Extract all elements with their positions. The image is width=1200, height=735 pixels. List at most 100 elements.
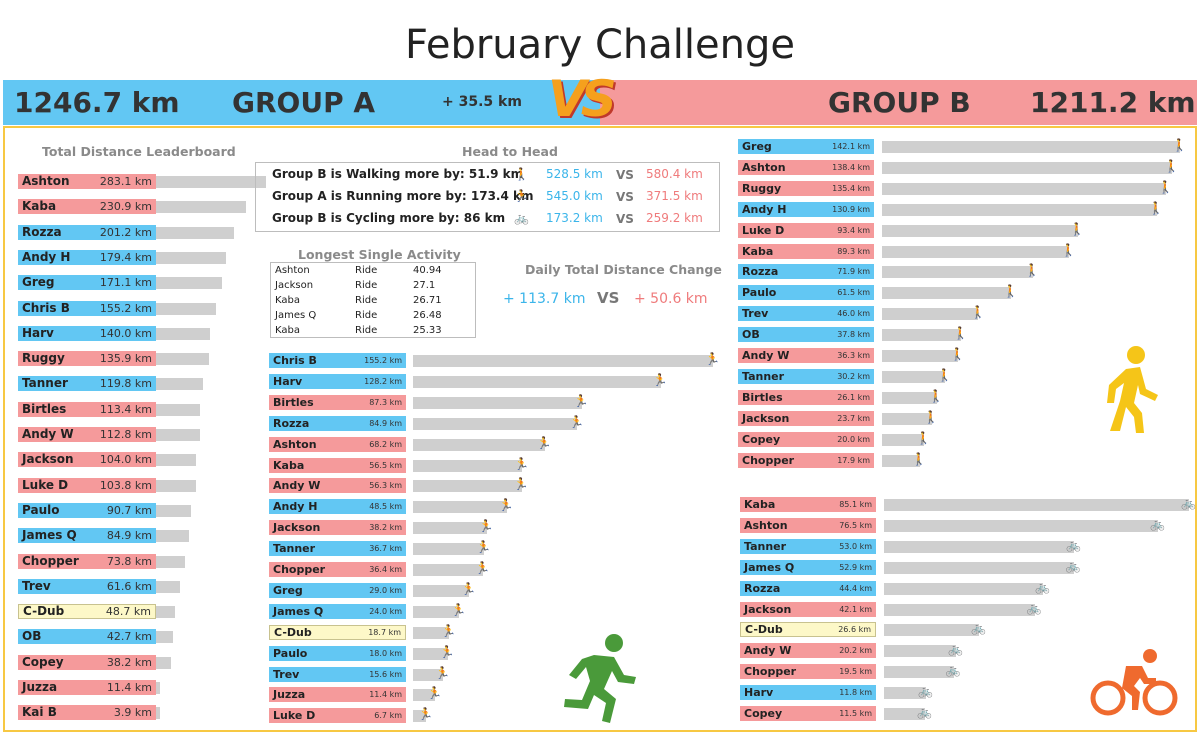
page-title: February Challenge: [405, 22, 795, 68]
leaderboard-label: Kai B 3.9 km: [18, 705, 156, 721]
walking-bar: [882, 329, 962, 342]
walk-icon: 🚶: [1148, 200, 1164, 215]
leaderboard-bar: [156, 378, 203, 391]
cycling-name: C-Dub: [745, 623, 783, 637]
walking-label: Andy H 130.9 km: [738, 201, 874, 217]
leaderboard-label: Andy W 112.8 km: [18, 427, 156, 442]
leaderboard-row: Greg 171.1 km: [18, 275, 253, 291]
head-to-head-a: 528.5 km: [546, 167, 603, 181]
walking-bar: [882, 182, 1166, 195]
leaderboard-name: Greg: [22, 275, 55, 290]
cycling-label: Chopper 19.5 km: [740, 664, 876, 680]
cycling-row: Tanner 53.0 km 🚲: [740, 538, 1192, 554]
leaderboard-bar: [156, 353, 209, 366]
leaderboard-label: C-Dub 48.7 km: [18, 604, 156, 620]
leaderboard-label: Ashton 283.1 km: [18, 174, 156, 189]
walk-icon: 🚶: [950, 347, 966, 361]
leaderboard-row: Copey 38.2 km: [18, 654, 253, 670]
leaderboard-name: Luke D: [22, 477, 69, 492]
leaderboard-row: Trev 61.6 km: [18, 578, 253, 594]
walking-name: Andy H: [742, 202, 787, 216]
running-bar: [413, 605, 460, 618]
cycling-row: Jackson 42.1 km 🚲: [740, 601, 1192, 617]
running-label: Harv 128.2 km: [269, 373, 406, 389]
running-value: 11.4 km: [369, 690, 402, 700]
longest-activity-title: Longest Single Activity: [298, 247, 461, 262]
cycling-value: 76.5 km: [839, 520, 872, 530]
longest-activity-row: Jackson Ride 27.1: [275, 280, 471, 295]
cycling-value: 11.8 km: [839, 688, 872, 698]
leaderboard-label: Paulo 90.7 km: [18, 502, 156, 518]
leaderboard-value: 230.9 km: [99, 200, 152, 214]
running-bar: [413, 459, 523, 472]
bike-icon: 🚲: [971, 621, 987, 636]
running-bar: [413, 480, 522, 493]
leaderboard-row: Andy H 179.4 km: [18, 249, 253, 265]
group-a-total: 1246.7 km: [14, 86, 180, 119]
walking-bar: [882, 308, 979, 321]
cycling-value: 44.4 km: [839, 583, 872, 593]
leaderboard-label: Trev 61.6 km: [18, 578, 156, 594]
running-label: Andy H 48.5 km: [269, 499, 406, 515]
walking-bar: [882, 245, 1070, 258]
leaderboard-name: Chris B: [22, 300, 70, 315]
run-icon: 🏃: [475, 561, 491, 575]
leaderboard-name: Kaba: [22, 199, 57, 214]
cycling-value: 52.9 km: [839, 562, 872, 572]
leaderboard-row: Birtles 113.4 km: [18, 401, 253, 417]
running-label: Birtles 87.3 km: [269, 394, 406, 410]
leaderboard-label: Luke D 103.8 km: [18, 477, 156, 493]
group-b-banner: [600, 80, 1197, 125]
leaderboard-bar: [156, 403, 201, 416]
running-name: Kaba: [273, 458, 305, 472]
longest-activity-row: Kaba Ride 26.71: [275, 295, 471, 310]
walk-icon: 🚶: [1002, 284, 1018, 299]
cycling-name: Copey: [744, 707, 783, 720]
leaderboard-label: Jackson 104.0 km: [18, 452, 156, 468]
running-row: Trev 15.6 km 🏃: [269, 666, 724, 682]
running-bar: [413, 647, 448, 660]
leaderboard-bar: [156, 226, 235, 239]
leaderboard-bar: [156, 176, 266, 188]
leaderboard-bar: [156, 580, 180, 593]
group-a-banner: [3, 80, 600, 125]
walking-value: 37.8 km: [837, 330, 870, 340]
walking-row: Andy W 36.3 km 🚶: [738, 347, 1188, 363]
walking-row: Andy H 130.9 km 🚶: [738, 200, 1188, 217]
leaderboard-row: Paulo 90.7 km: [18, 502, 253, 518]
running-row: Juzza 11.4 km 🏃: [269, 686, 724, 703]
running-label: Juzza 11.4 km: [269, 687, 406, 703]
running-value: 18.7 km: [368, 627, 401, 637]
leaderboard-row: Ruggy 135.9 km: [18, 351, 253, 367]
head-to-head-vs: VS: [616, 168, 634, 182]
walking-value: 36.3 km: [837, 351, 870, 360]
walking-chart: Greg 142.1 km 🚶 Ashton 138.4 km 🚶 Ruggy 135.4 k…: [738, 138, 1188, 474]
leaderboard-value: 3.9 km: [113, 706, 152, 720]
leaderboard-bar: [156, 555, 185, 568]
leaderboard-value: 42.7 km: [106, 630, 152, 644]
cycling-label: Tanner 53.0 km: [740, 538, 876, 554]
cycling-label: Copey 11.5 km: [740, 706, 876, 721]
cycling-value: 85.1 km: [839, 500, 872, 509]
walking-name: Birtles: [742, 390, 783, 404]
walking-row: Luke D 93.4 km 🚶: [738, 222, 1188, 238]
leaderboard-bar: [156, 251, 226, 264]
running-bar: [413, 501, 507, 514]
leaderboard-bar: [156, 429, 200, 441]
leaderboard-row: Rozza 201.2 km: [18, 224, 253, 240]
bike-icon: 🚲: [918, 684, 934, 699]
cycling-row: James Q 52.9 km 🚲: [740, 559, 1192, 575]
walk-icon: 🚶: [923, 409, 939, 424]
running-label: Greg 29.0 km: [269, 582, 406, 598]
walk-icon: 🚶: [928, 388, 944, 403]
walk-icon: 🚶: [911, 451, 927, 466]
leaderboard-value: 283.1 km: [99, 175, 152, 188]
cycling-row: C-Dub 26.6 km 🚲: [740, 621, 1192, 638]
running-label: Kaba 56.5 km: [269, 457, 406, 473]
run-icon: 🏃: [498, 498, 514, 513]
walking-bar: [882, 433, 924, 446]
walking-label: Copey 20.0 km: [738, 431, 874, 447]
leaderboard-value: 155.2 km: [99, 301, 152, 315]
running-name: Birtles: [273, 395, 314, 409]
leaderboard-bar: [156, 201, 246, 214]
